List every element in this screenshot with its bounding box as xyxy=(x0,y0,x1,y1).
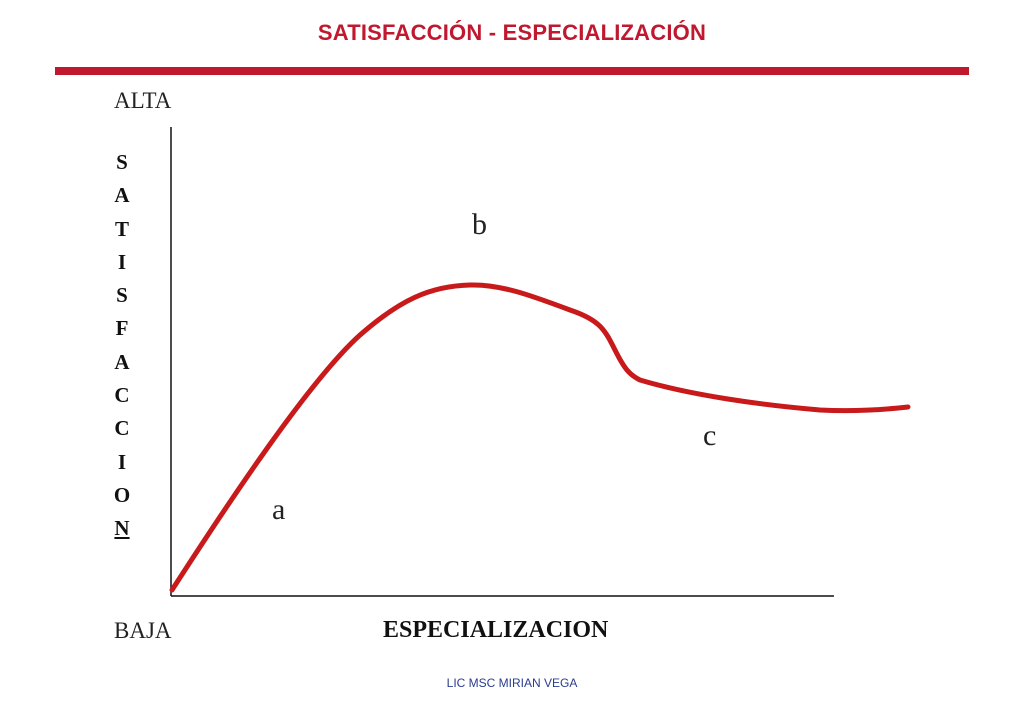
y-axis-title-letter: T xyxy=(114,216,129,241)
y-axis-low-label: BAJA xyxy=(114,618,172,643)
y-axis-title-letter: S xyxy=(116,283,128,308)
y-axis-title-letter: I xyxy=(117,449,127,474)
y-axis-title-letter: A xyxy=(114,183,130,208)
point-label-c: c xyxy=(703,419,716,452)
point-label-a: a xyxy=(272,493,285,526)
y-axis-title: S A T I S F A C C I O N xyxy=(108,146,136,546)
y-axis-title-letter: S xyxy=(116,150,128,174)
footer-author: LIC MSC MIRIAN VEGA xyxy=(446,676,578,690)
page-title: SATISFACCIÓN - ESPECIALIZACIÓN xyxy=(317,20,707,45)
y-axis-title-letter: C xyxy=(114,383,130,408)
y-axis-title-letter: A xyxy=(114,349,130,374)
y-axis-title-letter: O xyxy=(113,482,131,507)
point-label-b: b xyxy=(472,208,487,241)
y-axis-title-letter: N xyxy=(114,516,130,541)
y-axis-title-letter: C xyxy=(114,416,130,441)
x-axis-title: ESPECIALIZACION xyxy=(383,617,609,643)
y-axis-title-letter: I xyxy=(117,249,127,274)
title-divider xyxy=(55,67,969,75)
satisfaction-curve xyxy=(169,282,911,593)
y-axis-high-label: ALTA xyxy=(114,88,172,113)
y-axis-title-letter: F xyxy=(115,316,129,341)
